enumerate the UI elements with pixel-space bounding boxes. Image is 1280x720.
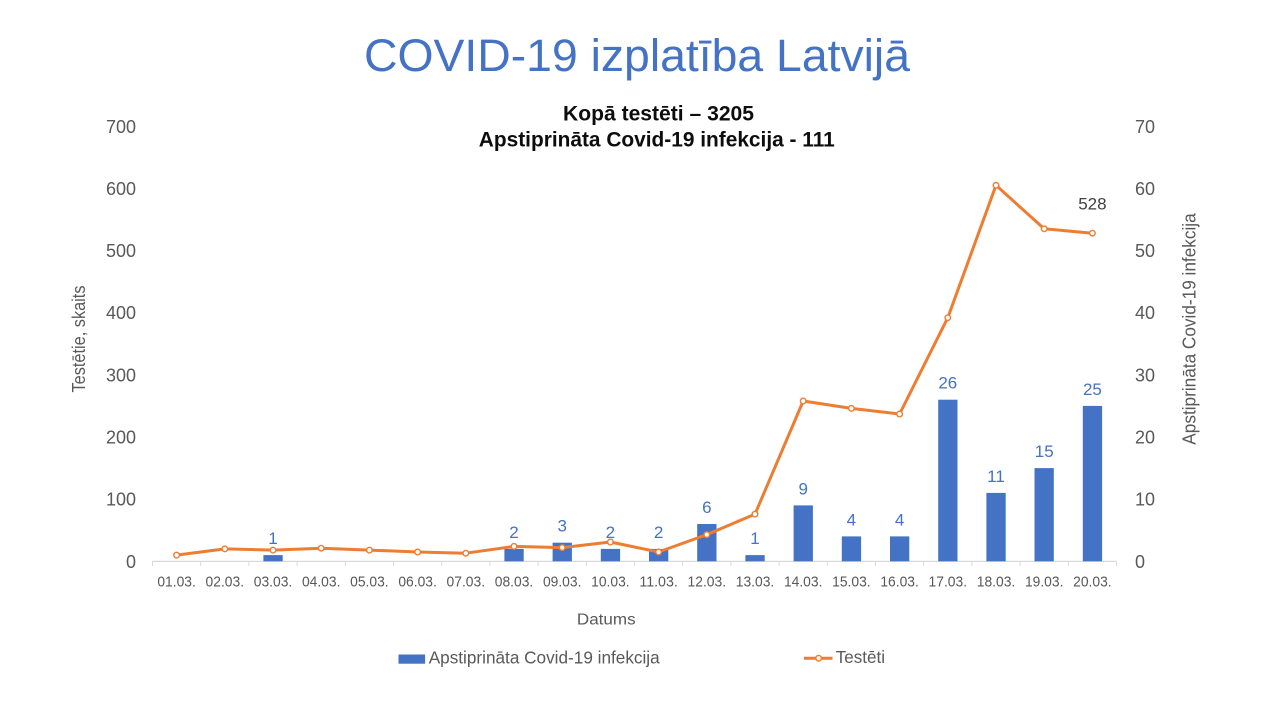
svg-text:2: 2 [606, 523, 615, 542]
svg-text:4: 4 [895, 510, 904, 529]
svg-text:4: 4 [847, 510, 856, 529]
svg-text:01.03.: 01.03. [157, 575, 196, 591]
svg-text:Apstiprināta Covid-19 infekcij: Apstiprināta Covid-19 infekcija [1180, 212, 1200, 444]
svg-text:50: 50 [1135, 241, 1155, 261]
svg-text:400: 400 [106, 303, 136, 323]
svg-text:2: 2 [654, 523, 663, 542]
svg-text:25: 25 [1083, 380, 1102, 399]
svg-text:60: 60 [1135, 179, 1155, 199]
svg-text:04.03.: 04.03. [302, 575, 341, 591]
svg-text:9: 9 [798, 479, 807, 498]
svg-text:700: 700 [106, 117, 136, 137]
svg-text:11: 11 [987, 467, 1005, 486]
svg-text:19.03.: 19.03. [1025, 575, 1064, 591]
svg-text:09.03.: 09.03. [543, 575, 582, 591]
svg-text:40: 40 [1135, 303, 1155, 323]
svg-text:10.03.: 10.03. [591, 575, 630, 591]
svg-text:Testētie, skaits: Testētie, skaits [69, 286, 89, 393]
svg-text:200: 200 [106, 428, 136, 448]
svg-text:03.03.: 03.03. [254, 575, 293, 591]
svg-text:08.03.: 08.03. [495, 575, 534, 591]
svg-text:10: 10 [1135, 490, 1155, 510]
svg-text:12.03.: 12.03. [688, 575, 727, 591]
svg-text:30: 30 [1135, 365, 1155, 385]
svg-text:100: 100 [106, 490, 136, 510]
svg-text:2: 2 [509, 523, 518, 542]
svg-text:16.03.: 16.03. [880, 575, 919, 591]
svg-text:Datums: Datums [577, 611, 636, 628]
svg-text:26: 26 [938, 374, 957, 393]
svg-text:14.03.: 14.03. [784, 575, 823, 591]
svg-text:13.03.: 13.03. [736, 575, 775, 591]
svg-text:0: 0 [126, 552, 136, 572]
svg-text:6: 6 [702, 498, 711, 517]
svg-text:20.03.: 20.03. [1073, 575, 1112, 591]
svg-text:1: 1 [268, 529, 277, 548]
svg-text:0: 0 [1135, 552, 1145, 572]
svg-text:500: 500 [106, 241, 136, 261]
svg-text:Apstiprināta Covid-19 infekcij: Apstiprināta Covid-19 infekcija - 111 [479, 127, 835, 151]
svg-text:07.03.: 07.03. [447, 575, 486, 591]
svg-text:15: 15 [1035, 442, 1054, 461]
svg-text:600: 600 [106, 179, 136, 199]
svg-text:Apstiprināta Covid-19 infekcij: Apstiprināta Covid-19 infekcija [429, 648, 660, 668]
svg-text:1: 1 [750, 529, 759, 548]
svg-text:02.03.: 02.03. [206, 575, 245, 591]
svg-text:18.03.: 18.03. [977, 575, 1016, 591]
svg-text:3: 3 [557, 517, 566, 536]
svg-text:11.03.: 11.03. [639, 575, 678, 591]
svg-text:300: 300 [106, 365, 136, 385]
svg-text:20: 20 [1135, 428, 1155, 448]
svg-text:17.03.: 17.03. [929, 575, 968, 591]
svg-text:70: 70 [1135, 117, 1155, 137]
svg-text:15.03.: 15.03. [832, 575, 871, 591]
svg-text:Testēti: Testēti [836, 647, 885, 667]
svg-text:COVID-19 izplatība Latvijā: COVID-19 izplatība Latvijā [364, 30, 911, 81]
svg-text:06.03.: 06.03. [398, 575, 437, 591]
svg-text:Kopā testēti – 3205: Kopā testēti – 3205 [563, 102, 754, 126]
svg-text:05.03.: 05.03. [350, 575, 389, 591]
svg-text:528: 528 [1078, 195, 1106, 214]
